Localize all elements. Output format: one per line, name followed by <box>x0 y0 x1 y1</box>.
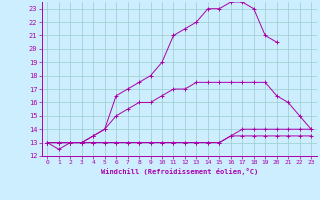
X-axis label: Windchill (Refroidissement éolien,°C): Windchill (Refroidissement éolien,°C) <box>100 168 258 175</box>
